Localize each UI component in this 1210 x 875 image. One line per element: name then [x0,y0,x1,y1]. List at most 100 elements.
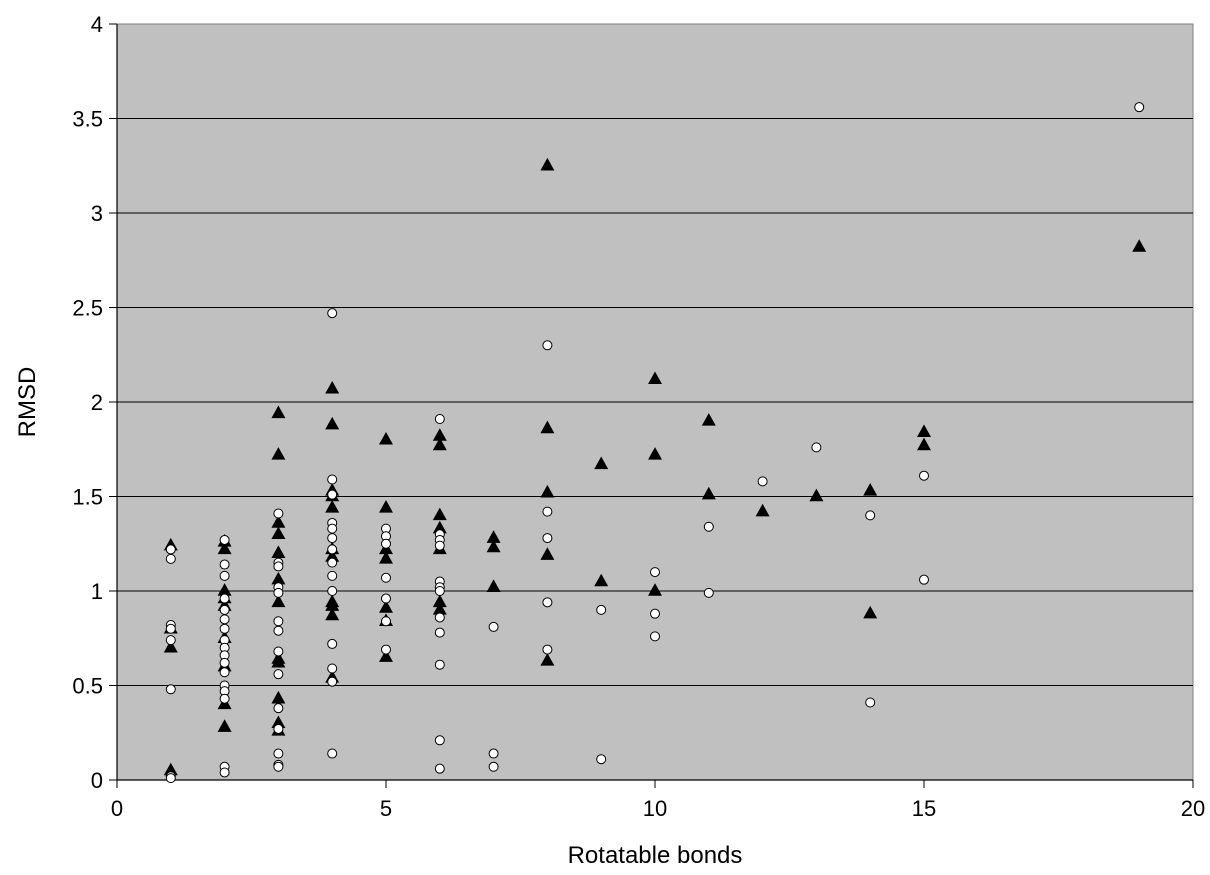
circle-point [865,510,876,521]
circle-point [327,544,338,555]
triangle-point [540,420,555,434]
circle-point [650,631,660,642]
y-tick-label: 4 [91,12,103,37]
triangle-point [863,605,878,619]
triangle-point [271,594,286,608]
triangle-point [540,157,555,171]
circle-point [219,593,230,604]
circle-point [273,669,284,680]
x-tick-label: 20 [1181,796,1205,821]
axes [109,23,1194,788]
circle-point [919,470,929,481]
circle-point [596,604,607,615]
circle-point [434,540,445,551]
triangle-point [379,431,393,445]
triangle-point [325,607,340,621]
circle-point [596,754,607,765]
data-points [163,102,1147,784]
circle-point [273,761,284,772]
circle-point [757,476,768,487]
triangle-point [379,551,393,564]
circle-point [703,587,714,598]
triangle-point [379,600,393,613]
circle-point [165,623,176,634]
triangle-point [1132,239,1147,252]
x-tick-label: 10 [643,796,667,821]
y-tick-label: 1 [91,579,103,604]
y-axis-title: RMSD [14,367,41,438]
triangle-point [432,437,447,451]
circle-point [542,597,553,608]
triangle-point [917,424,931,437]
circle-point [542,644,553,655]
y-tick-labels: 0 0.5 1 1.5 2 2.5 3 3.5 4 [72,12,103,793]
circle-point [327,586,338,596]
triangle-point [648,583,662,596]
circle-point [327,523,338,534]
circle-point [165,684,176,695]
triangle-point [325,416,340,430]
circle-point [165,773,176,784]
circle-point [219,667,230,678]
triangle-point [486,579,501,592]
triangle-point [271,654,286,668]
circle-point [327,533,338,544]
circle-point [542,506,553,517]
circle-point [327,570,338,581]
y-tick-label: 3 [91,201,103,226]
triangle-point [163,639,178,653]
x-tick-labels: 0 5 10 15 20 [111,796,1205,821]
circle-point [488,761,499,772]
circle-point [703,521,714,532]
circle-point [273,646,284,657]
x-tick-label: 15 [912,796,936,821]
triangle-point [271,447,286,460]
circle-point [327,676,338,687]
x-tick-label: 0 [111,796,123,821]
triangle-point [271,545,286,558]
circle-point [219,693,230,704]
circle-point [219,570,230,581]
circle-point [165,635,176,646]
circle-point [219,534,230,545]
circle-point [273,508,284,519]
triangle-point [701,413,716,426]
triangle-point [432,507,447,521]
triangle-point [540,547,555,560]
y-tick-label: 1.5 [72,485,103,510]
circle-point [327,308,338,319]
circle-point [811,442,822,453]
circle-point [542,340,553,351]
circle-point [542,533,553,544]
circle-point [273,723,284,734]
triangle-point [325,380,340,394]
circle-point [273,703,284,714]
triangle-point [755,503,770,517]
triangle-point [594,573,609,587]
triangle-point [486,539,501,553]
circle-point [273,561,284,572]
circle-point [327,489,338,500]
circle-point [650,608,660,619]
circle-point [165,544,176,555]
triangle-point [701,486,716,500]
circle-point [434,612,445,623]
y-tick-label: 0.5 [72,674,103,699]
circle-point [434,735,445,746]
circle-point [434,414,445,425]
circle-point [650,567,660,578]
triangle-point [217,719,232,732]
x-tick-label: 5 [380,796,392,821]
triangle-point [540,484,555,498]
circle-point [434,586,445,596]
triangle-point [594,456,609,470]
circle-point [327,748,338,759]
circle-point [381,644,391,655]
circle-point [434,763,445,774]
circle-point [327,557,338,568]
y-tick-label: 3.5 [72,107,103,132]
triangle-point [809,488,824,502]
triangle-point [271,690,286,704]
circle-point [919,574,929,585]
